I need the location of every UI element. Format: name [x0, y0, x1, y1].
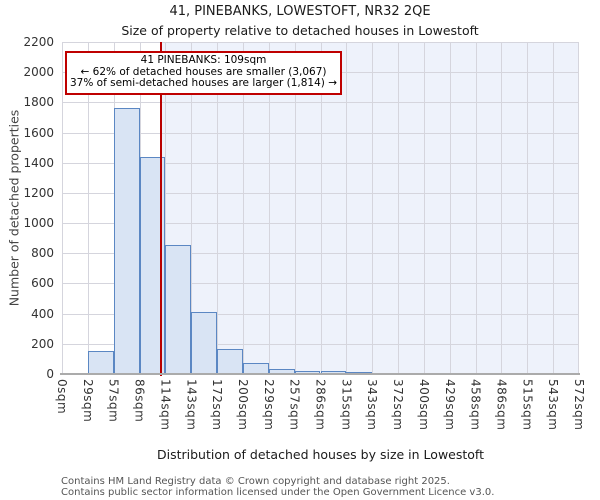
v-gridline: [578, 42, 579, 374]
property-annotation-box: 41 PINEBANKS: 109sqm ← 62% of detached h…: [65, 51, 342, 95]
x-tick-label: 286sqm: [313, 379, 328, 431]
v-gridline: [501, 42, 503, 374]
y-tick-label: 400: [31, 306, 54, 321]
histogram-bar: [294, 370, 321, 374]
v-gridline: [242, 42, 244, 374]
footer-line-1: Contains HM Land Registry data © Crown c…: [61, 476, 450, 487]
v-gridline: [475, 42, 477, 374]
x-tick-label: 315sqm: [339, 379, 354, 431]
x-tick-label: 572sqm: [572, 379, 586, 431]
histogram-bar: [268, 369, 295, 374]
v-gridline: [553, 42, 555, 374]
x-tick-label: 515sqm: [520, 379, 535, 431]
v-gridline: [268, 42, 270, 374]
x-tick-label: 257sqm: [287, 379, 302, 431]
x-tick-label: 86sqm: [132, 379, 147, 423]
x-tick-label: 372sqm: [391, 379, 406, 431]
x-tick-label: 400sqm: [416, 379, 431, 431]
x-tick-label: 143sqm: [184, 379, 199, 431]
x-tick-label: 200sqm: [235, 379, 250, 431]
y-tick-label: 800: [31, 246, 54, 261]
v-gridline: [165, 42, 167, 374]
footer-line-2: Contains public sector information licen…: [61, 487, 495, 498]
x-tick-label: 29sqm: [80, 379, 95, 423]
v-gridline: [62, 42, 63, 374]
y-tick-label: 0: [46, 367, 54, 381]
x-tick-label: 429sqm: [442, 379, 457, 431]
y-tick-label: 1200: [23, 185, 54, 200]
plot-area: [60, 42, 580, 376]
annotation-property-line: 41 PINEBANKS: 109sqm: [140, 54, 267, 66]
v-gridline: [398, 42, 400, 374]
x-axis-line: [60, 373, 580, 375]
y-tick-label: 600: [31, 276, 54, 291]
histogram-bar: [113, 108, 140, 374]
chart-subtitle: Size of property relative to detached ho…: [121, 23, 479, 38]
y-tick-label: 1800: [23, 95, 54, 110]
x-tick-label: 543sqm: [546, 379, 561, 431]
histogram-bar: [165, 244, 192, 374]
v-gridline: [527, 42, 529, 374]
x-tick-label: 343sqm: [365, 379, 380, 431]
chart-title: 41, PINEBANKS, LOWESTOFT, NR32 2QE: [169, 4, 431, 19]
v-gridline: [449, 42, 451, 374]
x-tick-label: 486sqm: [494, 379, 509, 431]
histogram-bar: [242, 363, 269, 374]
v-gridline: [87, 42, 89, 374]
copyright-footer: Contains HM Land Registry data © Crown c…: [61, 476, 494, 498]
x-axis-label: Distribution of detached houses by size …: [156, 447, 484, 462]
histogram-bar: [87, 351, 114, 374]
v-gridline: [217, 42, 219, 374]
v-gridline: [372, 42, 374, 374]
x-tick-label: 458sqm: [468, 379, 483, 431]
x-tick-label: 0sqm: [55, 379, 69, 415]
annotation-smaller-line: ← 62% of detached houses are smaller (3,…: [80, 65, 327, 78]
x-tick-label: 229sqm: [261, 379, 276, 431]
annotation-larger-line: 37% of semi-detached houses are larger (…: [69, 77, 337, 89]
v-gridline: [423, 42, 425, 374]
x-tick-label: 114sqm: [158, 379, 173, 431]
y-tick-label: 1000: [23, 216, 54, 231]
y-tick-label: 1600: [23, 125, 54, 140]
y-tick-label: 200: [31, 336, 54, 351]
histogram-bar: [191, 312, 218, 374]
x-tick-label: 57sqm: [106, 379, 121, 423]
property-size-marker-line: [159, 42, 162, 376]
x-tick-label: 172sqm: [210, 379, 225, 431]
v-gridline: [346, 42, 348, 374]
y-tick-label: 2200: [23, 35, 54, 49]
histogram-bar: [320, 371, 347, 374]
y-tick-label: 2000: [23, 65, 54, 80]
larger-properties-band: [160, 42, 579, 374]
y-tick-label: 1400: [23, 155, 54, 170]
histogram-bar: [217, 349, 243, 374]
v-gridline: [320, 42, 322, 374]
v-gridline: [294, 42, 296, 374]
v-gridline: [191, 42, 193, 374]
